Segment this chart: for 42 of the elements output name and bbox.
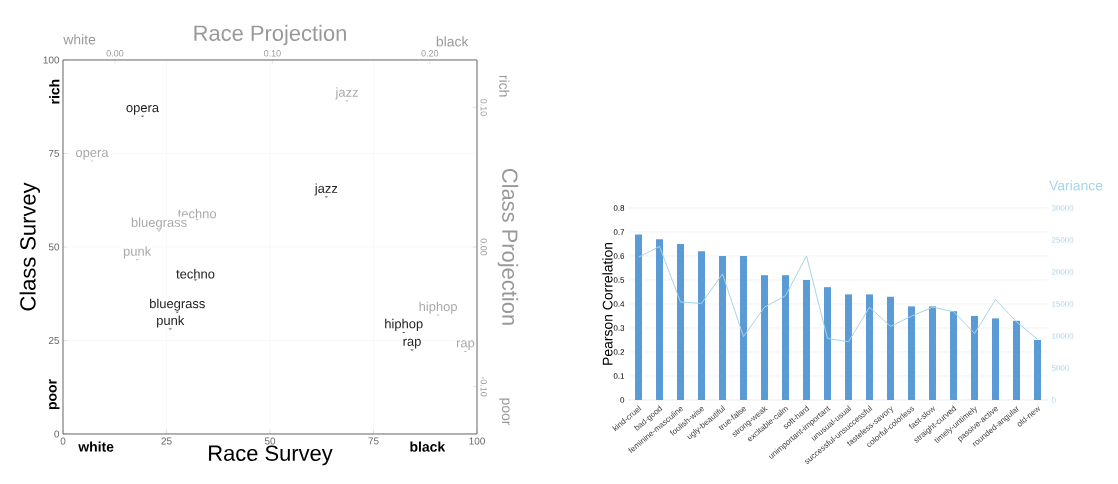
x-tick-label: 75 [368, 437, 379, 445]
data-label: opera [126, 105, 160, 115]
text: poor [499, 398, 510, 426]
y-tick-label: 25 [48, 336, 60, 345]
y-tick-label: 50 [48, 243, 60, 251]
x-tick-label: 50 [264, 437, 276, 445]
text: white [78, 441, 114, 452]
x2-axis-title: Race Projection [194, 24, 346, 46]
x-tick-label: 25 [161, 437, 172, 445]
data-label: opera [75, 149, 109, 160]
y2-axis-title: Variance [1049, 180, 1103, 191]
y-tick-label: 100 [43, 56, 60, 64]
y2-tick-label: 0.00 [480, 238, 487, 256]
text: rich [49, 79, 60, 104]
data-label: bluegrass [131, 217, 187, 230]
x-axis-title: Race Survey [209, 445, 333, 466]
y-axis-title: Pearson Correlation [602, 242, 613, 365]
data-label: rap [456, 340, 475, 351]
data-label: rap [403, 338, 421, 349]
y2-tick-label: 0.10 [480, 99, 487, 116]
data-label: hiphop [419, 301, 457, 314]
text: black [436, 36, 469, 47]
x-tick-label: 0 [60, 437, 66, 445]
text: poor [49, 379, 60, 410]
x2-tick-label: 0.10 [263, 50, 281, 57]
y-axis-title: Class Survey [19, 182, 41, 311]
text: white [63, 34, 96, 45]
x2-tick-label: 0.00 [106, 50, 124, 57]
data-label: punk [123, 246, 152, 259]
data-label: hiphop [385, 318, 423, 331]
x-tick-label: 100 [469, 437, 485, 445]
text: rich [499, 75, 510, 97]
text: black [410, 441, 446, 452]
data-label: jazz [314, 183, 338, 196]
data-label: bluegrass [150, 298, 205, 311]
data-label: jazz [335, 87, 358, 100]
y-tick-label: 75 [48, 150, 60, 157]
y2-tick-label: -0.10 [480, 376, 487, 397]
data-label: techno [176, 269, 215, 279]
y2-axis-title: Class Projection [497, 168, 519, 325]
x2-tick-label: 0.20 [421, 50, 439, 57]
data-label: punk [157, 315, 185, 328]
